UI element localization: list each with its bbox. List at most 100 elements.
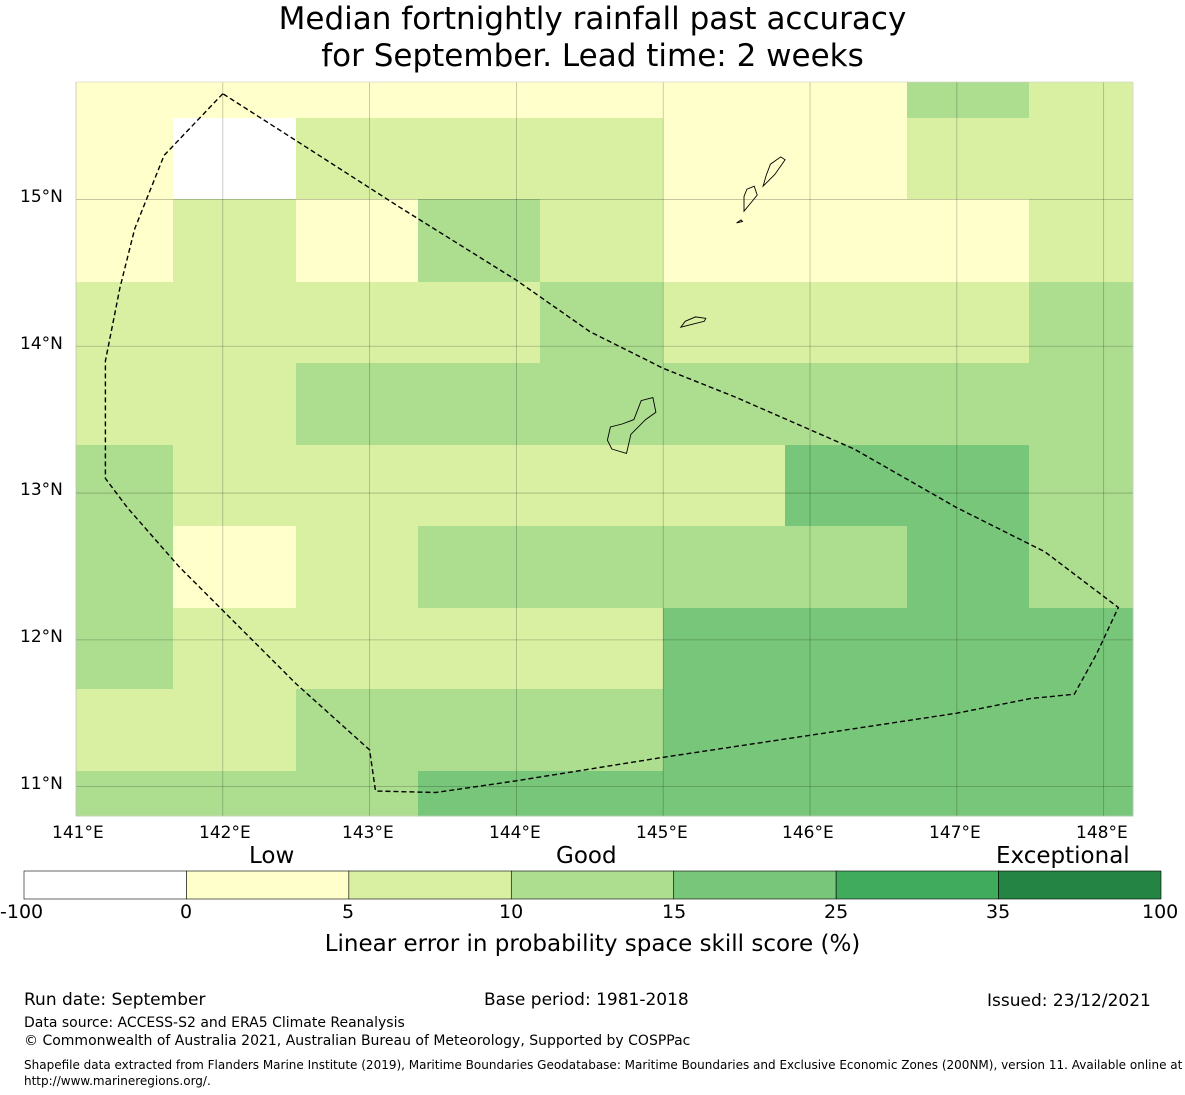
grid-cell bbox=[540, 689, 664, 772]
grid-cell bbox=[907, 82, 1030, 119]
copyright: © Commonwealth of Australia 2021, Austra… bbox=[24, 1033, 691, 1049]
colorbar-label-35: 35 bbox=[986, 901, 1011, 923]
colorbar bbox=[23, 870, 1162, 900]
grid-cell bbox=[76, 771, 174, 817]
colorbar-title: Linear error in probability space skill … bbox=[324, 931, 861, 957]
y-tick-15n: 15°N bbox=[20, 187, 63, 207]
grid-cell bbox=[785, 771, 908, 817]
grid-cell bbox=[663, 118, 786, 200]
chart-title-line-1: Median fortnightly rainfall past accurac… bbox=[278, 1, 907, 37]
grid-cell bbox=[76, 82, 174, 119]
colorbar-label-25: 25 bbox=[824, 901, 849, 923]
grid-cell bbox=[907, 445, 1030, 527]
grid-cell bbox=[1029, 526, 1134, 609]
issued-date: Issued: 23/12/2021 bbox=[987, 991, 1151, 1011]
grid-cell bbox=[663, 82, 786, 119]
grid-cell bbox=[1029, 118, 1134, 200]
grid-cell bbox=[76, 608, 174, 690]
grid-cell bbox=[540, 282, 664, 364]
x-tick-145: 145°E bbox=[636, 823, 688, 843]
grid-cell bbox=[785, 118, 908, 200]
grid-cell bbox=[1029, 199, 1134, 283]
shapefile-credit: Shapefile data extracted from Flanders M… bbox=[24, 1058, 1183, 1088]
grid-cell bbox=[663, 445, 786, 527]
grid-cell bbox=[418, 771, 541, 817]
grid-cell bbox=[173, 445, 297, 527]
grid-cell bbox=[907, 526, 1030, 609]
run-date: Run date: September bbox=[24, 990, 206, 1010]
grid-cell bbox=[296, 608, 419, 690]
grid-cell bbox=[540, 526, 664, 609]
grid-cell bbox=[785, 445, 908, 527]
grid-cell bbox=[907, 118, 1030, 200]
island-outline bbox=[743, 185, 758, 213]
grid-cell bbox=[173, 282, 297, 364]
grid-cell bbox=[907, 689, 1030, 772]
grid-cell bbox=[1029, 82, 1134, 119]
colorbar-segment bbox=[673, 870, 837, 900]
colorbar-label-10: 10 bbox=[499, 901, 524, 923]
grid-cell bbox=[76, 689, 174, 772]
grid-cell bbox=[418, 363, 541, 446]
grid-cell bbox=[540, 363, 664, 446]
grid-cell bbox=[173, 199, 297, 283]
grid-cell bbox=[76, 199, 174, 283]
grid-cell bbox=[663, 282, 786, 364]
base-period: Base period: 1981-2018 bbox=[484, 990, 689, 1010]
colorbar-label-15: 15 bbox=[662, 901, 687, 923]
grid-cell bbox=[785, 282, 908, 364]
grid-cell bbox=[1029, 445, 1134, 527]
colorbar-label-100: 100 bbox=[1142, 901, 1179, 923]
grid-cell bbox=[907, 363, 1030, 446]
x-tick-148: 148°E bbox=[1076, 823, 1128, 843]
chart-title-line-2: for September. Lead time: 2 weeks bbox=[321, 38, 864, 74]
colorbar-segment bbox=[186, 870, 350, 900]
y-tick-14n: 14°N bbox=[20, 334, 63, 354]
grid-cell bbox=[418, 689, 541, 772]
grid-cell bbox=[173, 526, 297, 609]
colorbar-word-low: Low bbox=[249, 843, 295, 869]
grid-cell bbox=[173, 82, 297, 119]
grid-cell bbox=[663, 689, 786, 772]
grid-cell bbox=[540, 82, 664, 119]
island-outline bbox=[762, 156, 786, 188]
colorbar-word-exceptional: Exceptional bbox=[996, 843, 1130, 869]
grid-cell bbox=[173, 771, 297, 817]
grid-cell bbox=[418, 608, 541, 690]
grid-cell bbox=[76, 526, 174, 609]
map-frame bbox=[75, 81, 1134, 817]
y-tick-11n: 11°N bbox=[20, 774, 63, 794]
island-outline bbox=[736, 219, 744, 224]
grid-cell bbox=[785, 199, 908, 283]
grid-cell bbox=[76, 282, 174, 364]
grid-cell bbox=[663, 608, 786, 690]
grid-cell bbox=[785, 526, 908, 609]
grid-cell bbox=[785, 363, 908, 446]
x-tick-144: 144°E bbox=[489, 823, 541, 843]
grid-cell bbox=[296, 689, 419, 772]
grid-cell bbox=[663, 771, 786, 817]
colorbar-label-minus100: -100 bbox=[0, 901, 44, 923]
grid-cell bbox=[418, 282, 541, 364]
grid-cell bbox=[296, 282, 419, 364]
island-outline bbox=[679, 316, 707, 328]
grid-cell bbox=[418, 199, 541, 283]
grid-cell bbox=[418, 445, 541, 527]
grid-cell bbox=[540, 608, 664, 690]
x-tick-142: 142°E bbox=[199, 823, 251, 843]
grid-cell bbox=[296, 199, 419, 283]
grid-cell bbox=[173, 689, 297, 772]
data-source: Data source: ACCESS-S2 and ERA5 Climate … bbox=[24, 1015, 405, 1031]
grid-cell bbox=[907, 771, 1030, 817]
y-tick-13n: 13°N bbox=[20, 480, 63, 500]
grid-cell bbox=[907, 282, 1030, 364]
x-tick-143: 143°E bbox=[342, 823, 394, 843]
grid-cell bbox=[296, 82, 419, 119]
x-tick-146: 146°E bbox=[782, 823, 834, 843]
grid-cell bbox=[907, 608, 1030, 690]
colorbar-label-0: 0 bbox=[180, 901, 193, 923]
colorbar-segment bbox=[998, 870, 1162, 900]
island-outlines bbox=[606, 156, 786, 454]
island-outline bbox=[606, 397, 657, 454]
